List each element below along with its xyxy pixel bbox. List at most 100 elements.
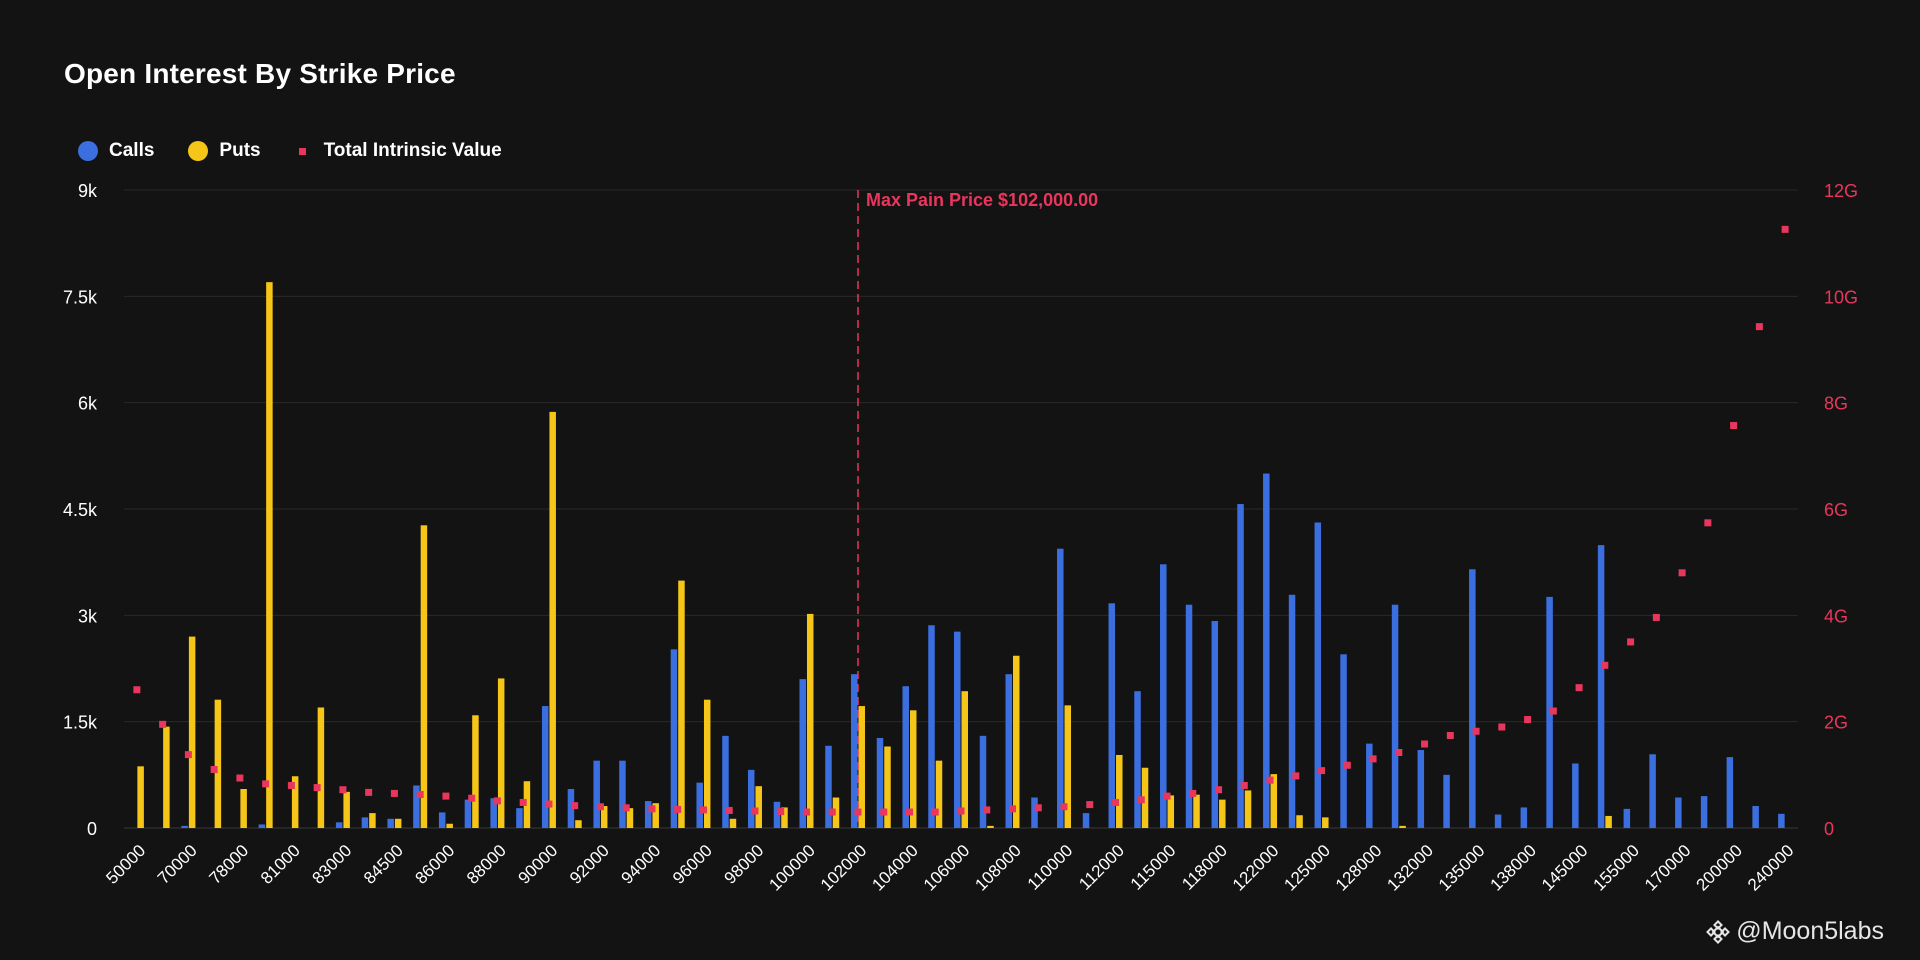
bar-puts — [961, 691, 968, 828]
intrinsic-point — [184, 751, 192, 759]
puts-swatch — [188, 141, 209, 161]
y-left-tick-label: 3k — [78, 606, 98, 626]
x-tick-label: 170000 — [1641, 841, 1695, 895]
intrinsic-point — [133, 686, 141, 694]
bar-puts — [1399, 825, 1406, 828]
intrinsic-point — [390, 789, 398, 797]
bar-puts — [472, 715, 479, 828]
intrinsic-point — [1215, 786, 1223, 794]
bar-calls — [1314, 522, 1322, 828]
intrinsic-point — [1034, 804, 1042, 812]
bar-puts — [1270, 774, 1278, 828]
intrinsic-point — [1575, 684, 1583, 692]
bar-puts — [575, 820, 582, 828]
chart-title: Open Interest By Strike Price — [64, 58, 456, 89]
x-tick-label: 78000 — [205, 841, 252, 888]
bar-calls — [593, 760, 600, 828]
bar-calls — [1546, 596, 1553, 828]
x-tick-label: 125000 — [1280, 841, 1334, 895]
binance-logo-icon — [1706, 919, 1731, 944]
bar-puts — [1141, 767, 1149, 828]
y-right-tick-label: 2G — [1824, 713, 1848, 733]
x-tick-label: 115000 — [1127, 841, 1180, 894]
x-tick-label: 200000 — [1693, 841, 1747, 895]
intrinsic-point — [545, 800, 553, 808]
intrinsic-point — [725, 806, 733, 814]
bar-puts — [497, 678, 505, 828]
intrinsic-point — [313, 784, 321, 792]
y-right-tick-label: 6G — [1824, 500, 1848, 520]
x-tick-label: 70000 — [154, 841, 201, 888]
legend-intrinsic[interactable]: Total Intrinsic Value — [295, 140, 502, 162]
intrinsic-point — [1009, 805, 1017, 813]
bar-puts — [446, 823, 453, 828]
bar-calls — [1005, 674, 1013, 828]
bar-calls — [1134, 691, 1141, 828]
bar-calls — [1366, 743, 1373, 828]
intrinsic-point — [236, 774, 244, 782]
bar-puts — [549, 411, 556, 828]
intrinsic-point — [1086, 801, 1094, 809]
intrinsic-point — [983, 806, 991, 814]
bar-calls — [644, 801, 652, 828]
y-left-tick-label: 6k — [78, 394, 98, 414]
bar-calls — [541, 706, 549, 828]
bar-calls — [567, 789, 575, 828]
intrinsic-point — [1395, 749, 1403, 757]
bar-puts — [652, 803, 659, 828]
intrinsic-point — [1421, 740, 1429, 748]
bar-puts — [703, 699, 711, 828]
bar-calls — [1211, 621, 1219, 828]
x-tick-label: 88000 — [463, 841, 510, 888]
bar-calls — [928, 625, 935, 828]
intrinsic-point — [287, 781, 295, 789]
x-tick-label: 240000 — [1744, 841, 1798, 895]
bar-calls — [1623, 808, 1631, 828]
intrinsic-point — [1730, 422, 1738, 430]
x-tick-label: 90000 — [515, 841, 562, 888]
legend-calls[interactable]: Calls — [78, 140, 154, 162]
intrinsic-point — [159, 720, 167, 728]
bar-puts — [935, 760, 943, 828]
bar-calls — [799, 679, 806, 828]
bar-puts — [369, 813, 376, 828]
bar-calls — [1778, 813, 1785, 828]
bar-calls — [954, 631, 961, 828]
x-tick-label: 132000 — [1383, 841, 1437, 895]
x-tick-label: 138000 — [1486, 841, 1540, 895]
intrinsic-point — [1343, 761, 1351, 769]
intrinsic-point — [1240, 781, 1248, 789]
intrinsic-point — [1755, 323, 1763, 331]
legend-puts[interactable]: Puts — [188, 140, 261, 162]
bar-calls — [1340, 654, 1347, 828]
bar-calls — [619, 760, 626, 828]
bar-puts — [266, 282, 273, 829]
x-tick-label: 135000 — [1435, 841, 1489, 895]
bar-puts — [163, 726, 170, 828]
bar-puts — [137, 766, 144, 828]
bar-calls — [1031, 797, 1038, 828]
watermark: @ Moon5labs — [1706, 917, 1884, 946]
legend-intrinsic-label: Total Intrinsic Value — [323, 140, 502, 161]
bar-puts — [1193, 794, 1200, 828]
bar-puts — [909, 710, 917, 828]
y-right-tick-label: 12G — [1824, 181, 1858, 201]
intrinsic-point — [442, 792, 450, 800]
intrinsic-point — [365, 788, 373, 796]
x-tick-label: 128000 — [1332, 841, 1386, 895]
intrinsic-point — [1060, 803, 1068, 811]
y-right-tick-label: 8G — [1824, 394, 1848, 414]
intrinsic-point — [854, 808, 862, 816]
intrinsic-point — [1549, 707, 1557, 715]
bar-calls — [1443, 774, 1450, 828]
calls-swatch — [78, 141, 98, 161]
bar-puts — [214, 699, 222, 828]
bar-calls — [1469, 569, 1476, 828]
legend: Calls Puts Total Intrinsic Value — [78, 140, 536, 162]
y-left-tick-label: 0 — [87, 819, 97, 839]
intrinsic-point — [1189, 789, 1197, 797]
bar-calls — [1057, 548, 1064, 828]
intrinsic-point — [1601, 661, 1609, 669]
y-left-tick-label: 9k — [78, 181, 98, 201]
x-tick-label: 83000 — [308, 841, 355, 888]
